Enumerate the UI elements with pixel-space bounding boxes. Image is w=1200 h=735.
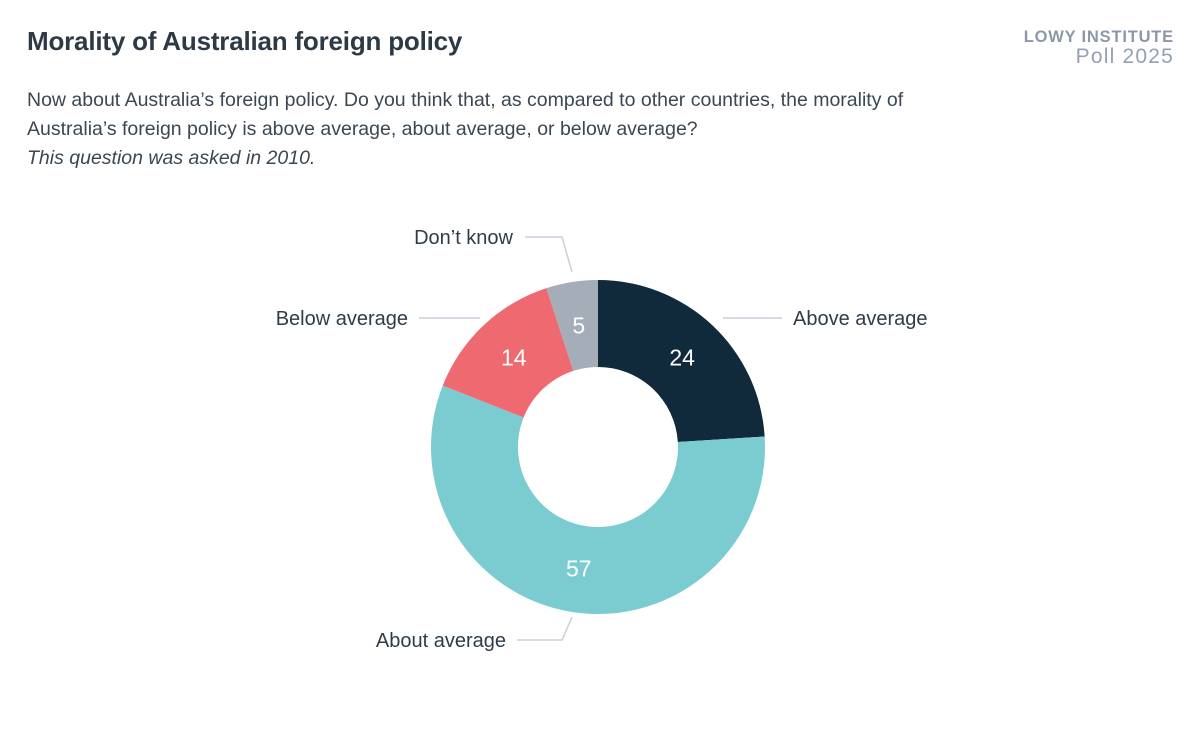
category-label-above-average: Above average bbox=[793, 308, 928, 330]
category-label-don-t-know: Don’t know bbox=[414, 227, 513, 249]
logo-institute-text: LOWY INSTITUTE bbox=[1023, 28, 1174, 46]
logo-poll-year-text: Poll 2025 bbox=[1075, 45, 1174, 69]
category-label-below-average: Below average bbox=[276, 308, 408, 330]
leader-line-about-average bbox=[517, 616, 573, 641]
question-text: Now about Australia’s foreign policy. Do… bbox=[27, 89, 904, 140]
donut-segment-don-t-know bbox=[546, 280, 598, 371]
value-label-about-average: 57 bbox=[566, 556, 592, 582]
question-note: This question was asked in 2010. bbox=[27, 147, 316, 169]
donut-segment-below-average bbox=[442, 288, 574, 418]
donut-segment-about-average bbox=[431, 385, 765, 615]
lowy-institute-logo: LOWY INSTITUTE Poll 2025 bbox=[1023, 28, 1174, 69]
category-label-about-average: About average bbox=[376, 630, 506, 652]
value-label-above-average: 24 bbox=[669, 344, 695, 370]
value-label-don-t-know: 5 bbox=[572, 313, 585, 339]
leader-line-don-t-know bbox=[525, 236, 573, 273]
page-title: Morality of Australian foreign policy bbox=[27, 26, 463, 56]
value-label-below-average: 14 bbox=[501, 344, 527, 370]
donut-segment-above-average bbox=[598, 280, 765, 442]
